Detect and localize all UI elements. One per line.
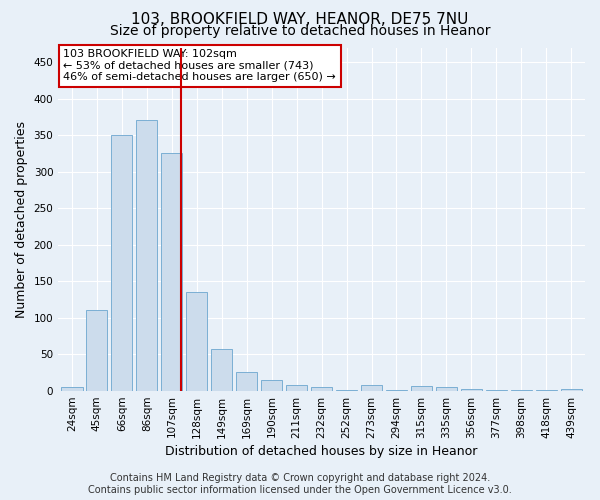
Bar	[211, 349, 232, 391]
Bar	[286, 386, 307, 390]
Bar	[61, 387, 83, 390]
X-axis label: Distribution of detached houses by size in Heanor: Distribution of detached houses by size …	[166, 444, 478, 458]
Bar	[411, 386, 432, 390]
Bar	[311, 387, 332, 390]
Bar	[161, 154, 182, 390]
Bar	[236, 372, 257, 390]
Text: 103 BROOKFIELD WAY: 102sqm
← 53% of detached houses are smaller (743)
46% of sem: 103 BROOKFIELD WAY: 102sqm ← 53% of deta…	[64, 49, 336, 82]
Text: Size of property relative to detached houses in Heanor: Size of property relative to detached ho…	[110, 24, 490, 38]
Bar	[560, 389, 582, 390]
Text: Contains HM Land Registry data © Crown copyright and database right 2024.
Contai: Contains HM Land Registry data © Crown c…	[88, 474, 512, 495]
Bar	[261, 380, 282, 390]
Bar	[186, 292, 208, 390]
Bar	[361, 384, 382, 390]
Bar	[436, 387, 457, 390]
Bar	[111, 135, 133, 390]
Bar	[86, 310, 107, 390]
Y-axis label: Number of detached properties: Number of detached properties	[15, 120, 28, 318]
Text: 103, BROOKFIELD WAY, HEANOR, DE75 7NU: 103, BROOKFIELD WAY, HEANOR, DE75 7NU	[131, 12, 469, 28]
Bar	[136, 120, 157, 390]
Bar	[461, 389, 482, 390]
